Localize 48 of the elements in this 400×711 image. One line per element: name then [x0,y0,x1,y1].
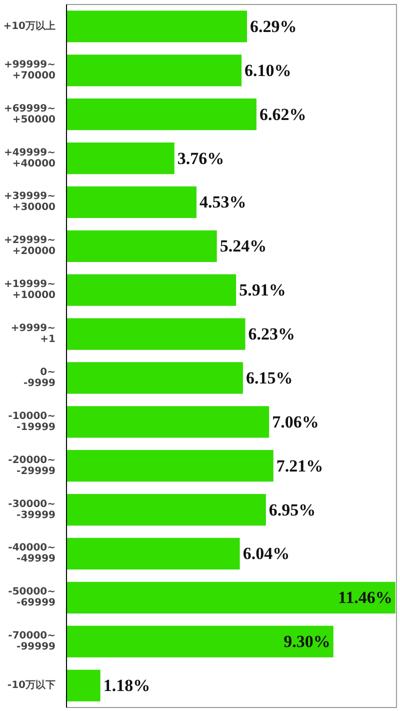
y-tick-label: -30000~ -39999 [8,498,56,521]
bar [66,582,396,614]
data-label: 6.95% [268,500,316,520]
bar [66,538,240,570]
y-tick-label: +69999~ +50000 [4,103,56,126]
data-label: 5.91% [239,280,286,300]
y-tick-label: -70000~ -99999 [8,630,56,653]
bar [66,318,246,350]
data-label: 5.24% [220,236,267,256]
data-label: 1.18% [103,676,150,696]
y-tick-label: -10万以下 [7,679,56,692]
bar [66,670,100,702]
y-tick-label: -10000~ -19999 [8,410,56,433]
y-tick-label: +29999~ +20000 [4,235,56,258]
data-label: 6.62% [259,104,306,124]
bar [66,406,270,438]
y-tick-label: +10万以上 [3,20,56,32]
data-label: 3.76% [177,148,224,168]
y-tick-label: +9999~ +1 [10,323,56,346]
bar [66,10,247,42]
data-label: 4.53% [199,192,246,212]
data-label: 9.30% [284,632,330,652]
y-tick-label: +39999~ +30000 [4,191,56,214]
bar [66,274,236,306]
data-label: 7.21% [276,456,324,476]
bar [66,54,242,86]
bar [66,142,174,174]
data-label: 6.15% [246,368,293,388]
y-tick-label: +49999~ +40000 [4,147,56,170]
y-tick-label: -40000~ -49999 [8,542,56,565]
bar [66,626,334,658]
data-label: 6.10% [244,60,292,80]
data-label: 6.04% [242,544,290,564]
bar [66,362,243,394]
bar [66,186,196,218]
y-tick-label: -20000~ -29999 [8,454,56,477]
bar [66,98,256,130]
y-tick-label: -50000~ -69999 [8,586,56,609]
data-label: 11.46% [338,588,392,608]
y-tick-label: 0~ -9999 [24,366,56,389]
bar [66,230,217,262]
data-label: 6.29% [250,16,297,36]
bar [66,494,266,526]
bar [66,450,274,482]
data-label: 7.06% [272,412,319,432]
y-tick-label: +99999~ +70000 [4,59,56,82]
y-tick-label: +19999~ +10000 [4,279,56,302]
data-label: 6.23% [248,324,296,344]
